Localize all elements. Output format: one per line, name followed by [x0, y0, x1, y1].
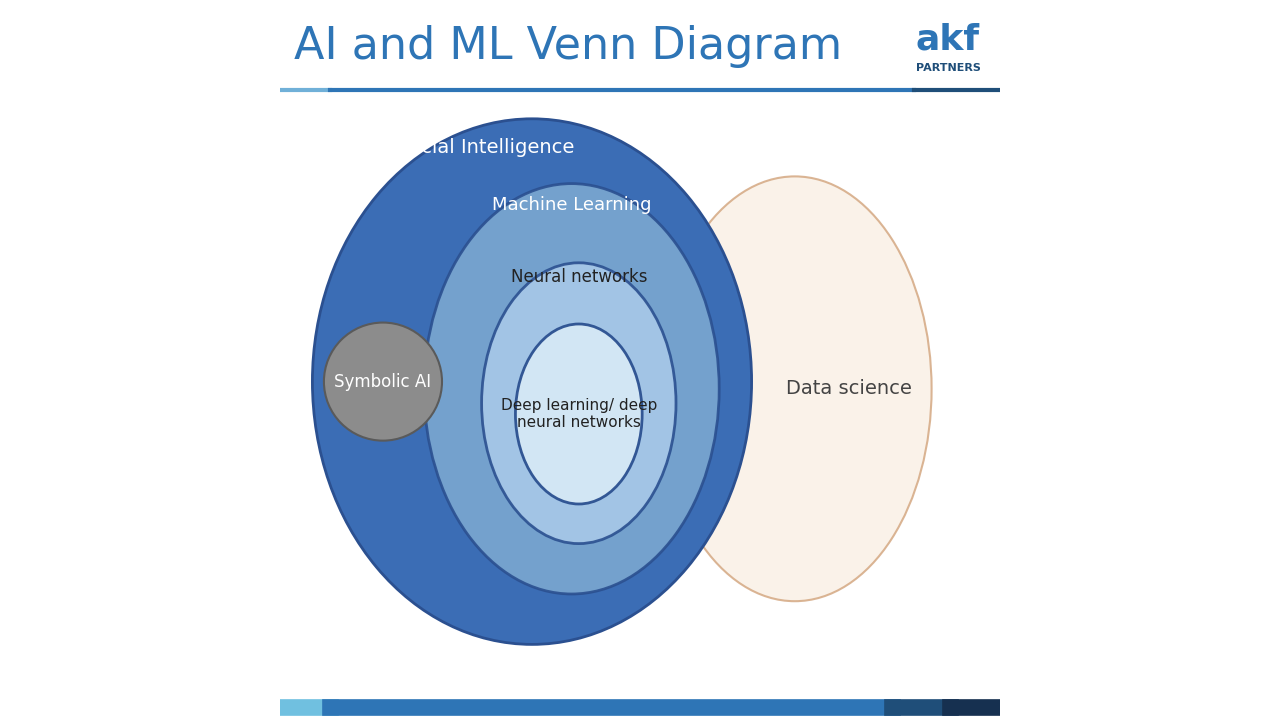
Text: Artificial Intelligence: Artificial Intelligence	[374, 138, 575, 157]
Text: akf: akf	[915, 22, 980, 57]
Text: Deep learning/ deep
neural networks: Deep learning/ deep neural networks	[500, 398, 657, 431]
Text: Machine Learning: Machine Learning	[492, 197, 652, 215]
Ellipse shape	[424, 184, 719, 594]
Ellipse shape	[658, 176, 932, 601]
Circle shape	[324, 323, 442, 441]
Ellipse shape	[516, 324, 643, 504]
Ellipse shape	[481, 263, 676, 544]
Text: PARTNERS: PARTNERS	[915, 63, 980, 73]
Text: AI and ML Venn Diagram: AI and ML Venn Diagram	[294, 25, 842, 68]
Text: Data science: Data science	[786, 379, 911, 398]
Ellipse shape	[312, 119, 751, 644]
Text: Symbolic AI: Symbolic AI	[334, 373, 431, 391]
Text: Neural networks: Neural networks	[511, 269, 648, 287]
